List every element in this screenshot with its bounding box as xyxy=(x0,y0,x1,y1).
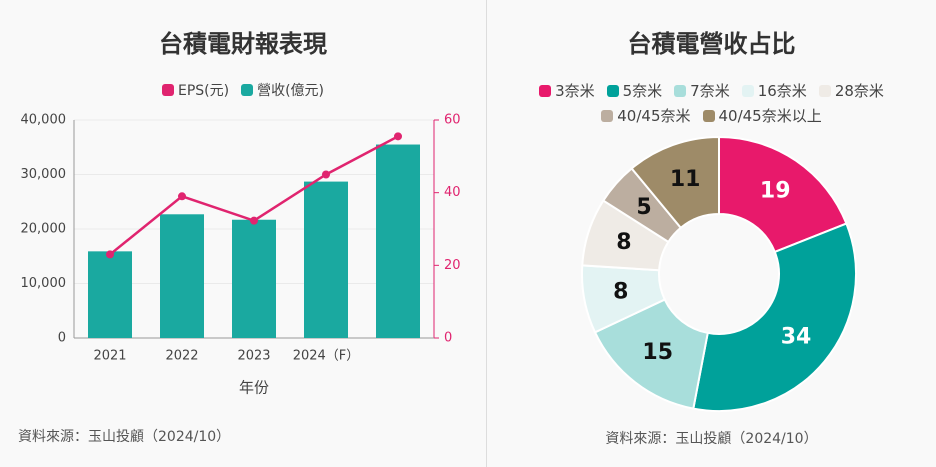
donut-slice xyxy=(718,135,848,254)
legend: 3奈米 5奈米 7奈米 16奈米 28奈米 40/45奈米 40/45奈米以上 xyxy=(527,80,896,126)
y-tick-label: 40,000 xyxy=(21,113,67,128)
y2-tick-label: 60 xyxy=(444,113,461,128)
legend-swatch xyxy=(241,84,254,96)
eps-point xyxy=(250,216,258,225)
chart-title: 台積電營收占比 xyxy=(627,30,796,58)
legend-swatch xyxy=(741,84,754,97)
bar xyxy=(160,214,204,338)
legend-label: 28奈米 xyxy=(834,82,884,100)
y-tick-label: 0 xyxy=(58,331,66,346)
data-label: 19 xyxy=(760,178,791,203)
y-tick-label: 10,000 xyxy=(21,276,67,291)
legend-item: EPS(元) xyxy=(161,80,230,100)
bar xyxy=(376,144,420,338)
legend-label: 40/45奈米以上 xyxy=(718,107,822,125)
donut-slice xyxy=(593,298,709,410)
y2-tick-label: 0 xyxy=(444,331,452,346)
data-label: 15 xyxy=(642,340,673,365)
legend-label: EPS(元) xyxy=(177,83,230,99)
data-label: 8 xyxy=(616,230,631,255)
legend-item: 3奈米 xyxy=(539,80,595,101)
x-axis-label: 年份 xyxy=(239,379,269,397)
x-tick-label: 2024（F） xyxy=(293,349,360,364)
legend-item: 28奈米 xyxy=(818,80,884,101)
donut-slice xyxy=(692,222,857,412)
y-tick-label: 20,000 xyxy=(21,222,67,237)
eps-point xyxy=(106,250,114,259)
legend-item: 營收(億元) xyxy=(241,80,324,100)
data-label: 11 xyxy=(670,167,701,192)
x-tick-label: 2021 xyxy=(93,349,126,364)
data-label: 34 xyxy=(781,325,812,350)
source: 資料來源：玉山投顧（2024/10） xyxy=(18,429,231,445)
data-label: 8 xyxy=(613,280,628,305)
legend-item: 16奈米 xyxy=(741,80,807,101)
chart-title: 台積電財報表現 xyxy=(159,30,327,58)
legend-swatch xyxy=(161,84,174,96)
legend-label: 3奈米 xyxy=(555,82,595,100)
share-panel: 19 34 15 8 8 5 11 台積電營收占比 3奈米 5奈米 7奈米 16奈米 28奈米 40/… xyxy=(487,0,936,467)
legend-item: 40/45奈米 xyxy=(601,105,691,126)
legend-swatch xyxy=(606,84,619,97)
eps-point xyxy=(394,132,402,141)
chart: 0 10,000 20,000 30,000 40,000 0 20 40 60 2021 2022… xyxy=(21,113,461,397)
bar xyxy=(88,251,132,338)
x-tick-label: 2023 xyxy=(237,349,270,364)
legend-swatch xyxy=(674,84,687,97)
y-tick-label: 30,000 xyxy=(21,167,67,182)
divider xyxy=(486,0,487,467)
x-tick-label: 2022 xyxy=(165,349,198,364)
bar xyxy=(304,181,348,338)
legend-item: 7奈米 xyxy=(674,80,730,101)
legend-label: 40/45奈米 xyxy=(617,107,691,125)
donut-slice xyxy=(630,135,720,230)
legend-item: 40/45奈米以上 xyxy=(702,105,822,126)
legend-item: 5奈米 xyxy=(606,80,663,101)
legend-swatch xyxy=(539,84,552,97)
legend-label: 16奈米 xyxy=(757,82,807,100)
legend-swatch xyxy=(601,109,614,122)
legend-label: 5奈米 xyxy=(622,82,663,100)
data-label: 5 xyxy=(636,195,651,220)
legend: EPS(元) 營收(億元) xyxy=(0,80,486,100)
legend-swatch xyxy=(702,109,715,122)
legend-label: 營收(億元) xyxy=(257,83,325,99)
eps-point xyxy=(178,192,186,201)
revenue-panel: 0 10,000 20,000 30,000 40,000 0 20 40 60 2021 2022… xyxy=(0,30,486,445)
eps-point xyxy=(322,170,330,179)
y2-tick-label: 20 xyxy=(444,258,461,273)
source: 資料來源：玉山投顧（2024/10） xyxy=(605,431,818,447)
bar xyxy=(232,219,276,338)
legend-label: 7奈米 xyxy=(690,82,730,100)
y2-tick-label: 40 xyxy=(444,185,461,200)
legend-swatch xyxy=(818,84,831,97)
